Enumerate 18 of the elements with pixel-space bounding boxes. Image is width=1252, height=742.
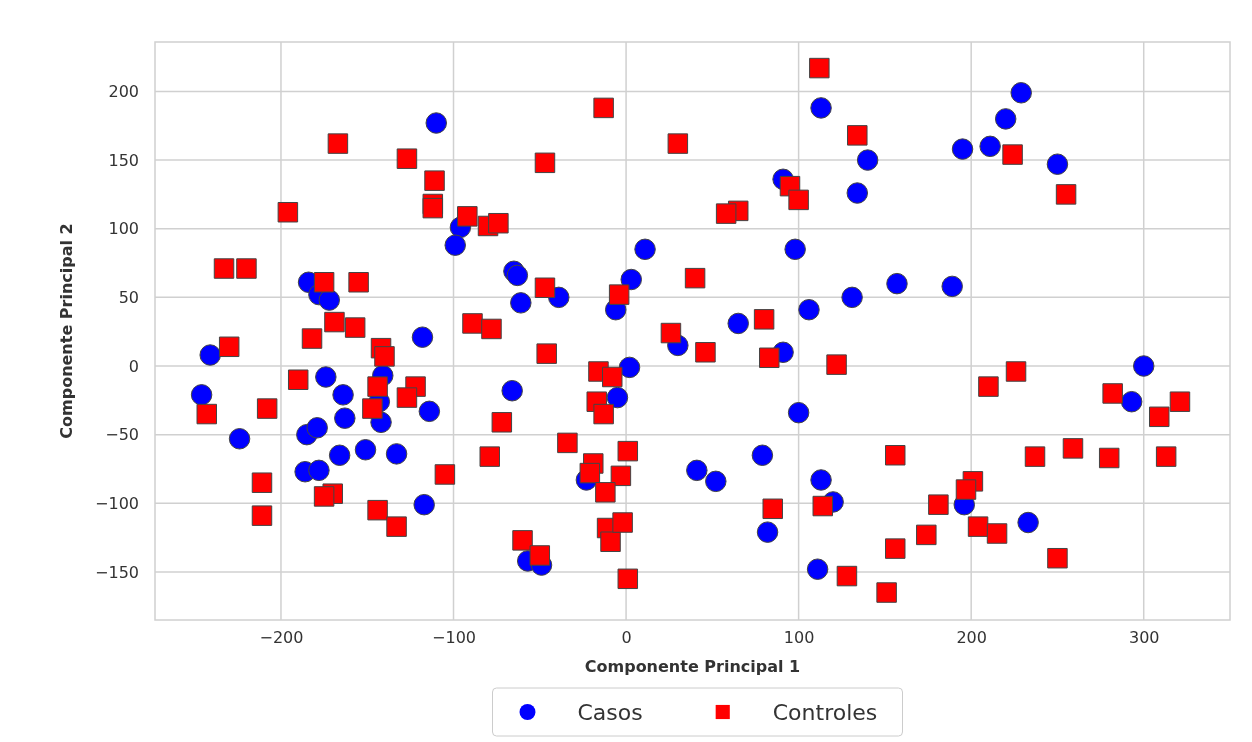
y-tick-label: 50	[118, 287, 139, 307]
y-tick-label: 0	[128, 356, 139, 376]
x-axis-title: Componente Principal 1	[584, 657, 801, 676]
y-tick-label: −150	[95, 562, 139, 582]
x-tick-label: 100	[783, 628, 815, 648]
y-tick-label: −50	[105, 425, 139, 445]
y-axis-title: Componente Principal 2	[57, 223, 76, 439]
y-tick-label: 100	[108, 219, 139, 239]
y-tick-label: 200	[108, 82, 139, 102]
y-tick-label: −100	[95, 493, 139, 513]
legend-label: Controles	[772, 700, 878, 725]
x-tick-label: 200	[956, 628, 987, 648]
x-tick-label: −100	[432, 628, 476, 648]
x-tick-label: −200	[259, 628, 304, 648]
x-tick-label: 300	[1128, 628, 1160, 648]
y-tick-label: 150	[108, 150, 139, 170]
legend-label: Casos	[577, 700, 643, 725]
x-tick-label: 0	[621, 628, 632, 648]
